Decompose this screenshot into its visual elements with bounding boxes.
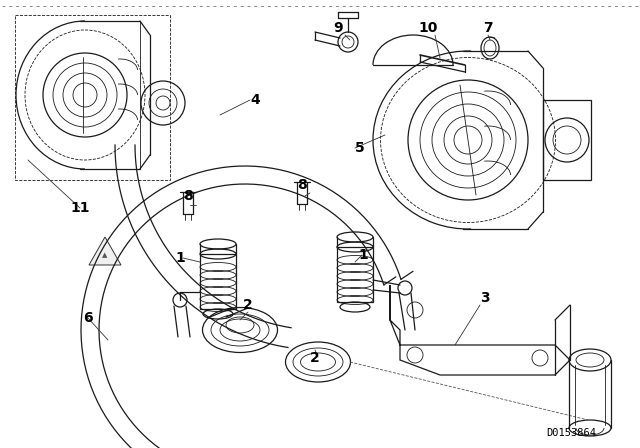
Text: 9: 9: [333, 21, 343, 35]
Text: 2: 2: [243, 298, 253, 312]
Text: ▲: ▲: [102, 252, 108, 258]
Text: 11: 11: [70, 201, 90, 215]
Text: 1: 1: [175, 251, 185, 265]
Text: 3: 3: [480, 291, 490, 305]
Text: D0153864: D0153864: [546, 428, 596, 438]
Text: 10: 10: [419, 21, 438, 35]
Text: 8: 8: [183, 189, 193, 203]
Text: 6: 6: [83, 311, 93, 325]
Bar: [337, 247, 373, 302]
Text: 8: 8: [297, 178, 307, 192]
Bar: [543, 100, 591, 180]
Text: 1: 1: [358, 248, 368, 262]
Text: 7: 7: [483, 21, 493, 35]
Polygon shape: [89, 237, 121, 265]
Text: 5: 5: [355, 141, 365, 155]
Bar: [15, 15, 170, 180]
Text: 2: 2: [310, 351, 320, 365]
Text: 4: 4: [250, 93, 260, 107]
Bar: [200, 254, 236, 309]
